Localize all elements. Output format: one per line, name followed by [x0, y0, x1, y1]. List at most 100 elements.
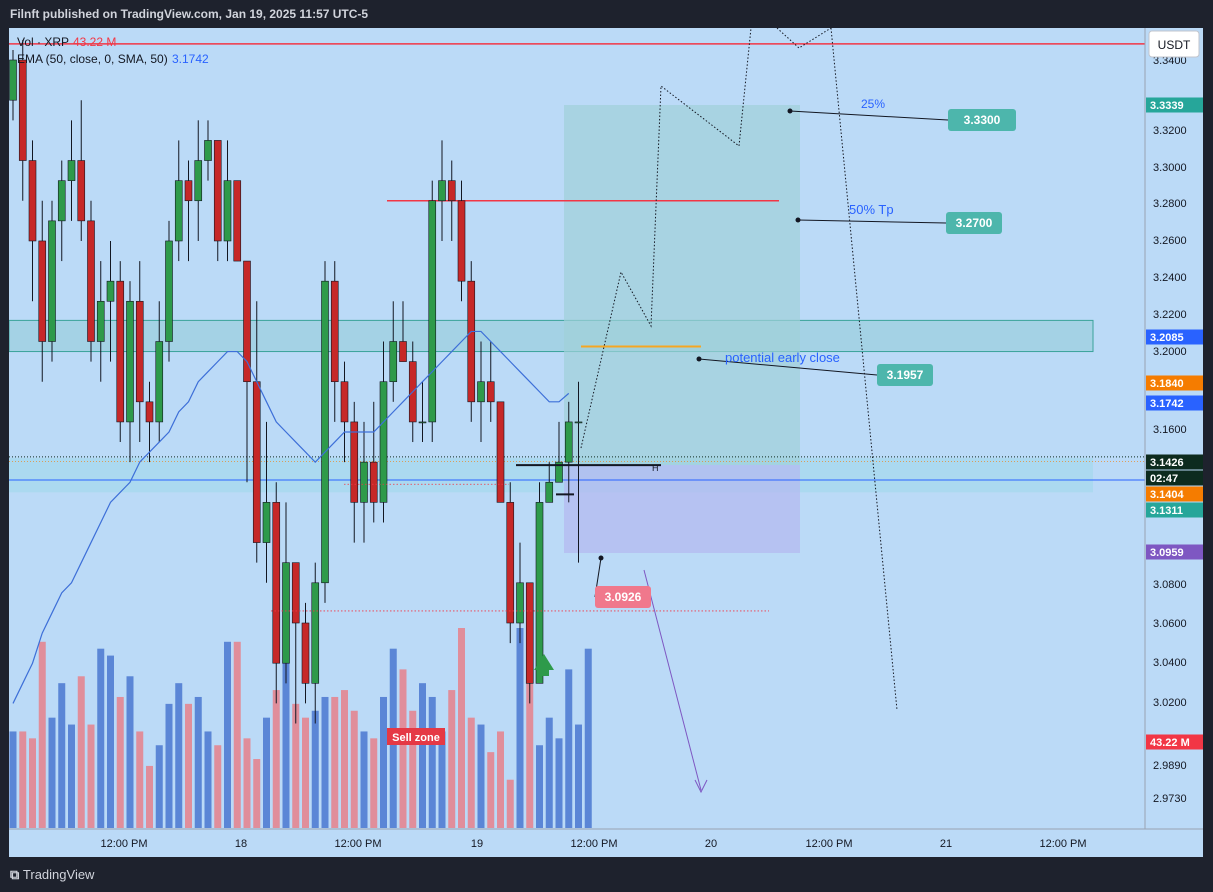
candle-body: [545, 481, 554, 503]
volume-bar: [311, 710, 319, 828]
price-chart-svg[interactable]: 3.3300 3.2700 3.1957 3.0926 25% 50% Tp potenti…: [8, 27, 1203, 857]
zone-box-0[interactable]: [8, 319, 1094, 353]
y-tick-label: 3.0200: [1153, 697, 1187, 709]
candle-body: [155, 341, 164, 423]
volume-bar: [253, 759, 261, 828]
volume-bars-layer: [9, 628, 592, 828]
long-target-box[interactable]: [564, 105, 800, 465]
volume-bar: [565, 669, 573, 828]
horizontal-lines-layer: [9, 43, 1145, 481]
candle-body: [516, 582, 524, 624]
price-label-text: 02:47: [1150, 473, 1178, 485]
volume-bar: [38, 641, 46, 828]
y-tick-label: 3.2800: [1153, 198, 1187, 210]
annotation-text: 25%: [861, 97, 885, 111]
price-label-text: 3.1426: [1150, 457, 1184, 469]
price-label-text: 3.2085: [1150, 332, 1184, 344]
volume-bar: [116, 696, 124, 828]
candle-body: [389, 341, 398, 383]
callout-box[interactable]: [946, 212, 1002, 234]
callout-anchor: [787, 108, 793, 114]
x-tick-label: 12:00 PM: [100, 838, 147, 850]
time-axis[interactable]: 12:00 PM 18 12:00 PM 19 12:00 PM 20 12:00 PM 21…: [9, 828, 1203, 850]
y-tick-label: 3.0800: [1153, 579, 1187, 591]
long-stop-box[interactable]: [564, 465, 800, 553]
price-label-box: [1146, 502, 1203, 518]
volume-bar: [370, 738, 378, 828]
volume-bar: [399, 669, 407, 828]
price-label-box: [1146, 375, 1203, 391]
drawings-layer: 3.3300 3.2700 3.1957 3.0926 25% 50% Tp potenti…: [271, 27, 1016, 794]
candle-body: [126, 300, 134, 423]
y-tick-label: 2.9730: [1153, 793, 1187, 805]
volume-bar: [48, 717, 56, 828]
callout-anchor: [598, 555, 604, 561]
candle-body: [486, 381, 495, 403]
down-arrow-purple: [643, 569, 702, 791]
volume-bar: [584, 648, 592, 828]
currency-button-label[interactable]: USDT: [1158, 38, 1191, 52]
candle-body: [135, 300, 144, 403]
callout-connector: [789, 110, 949, 121]
price-label-box: [1146, 395, 1203, 411]
volume-bar: [282, 628, 290, 828]
down-arrow-head: [694, 779, 708, 794]
candle-body: [174, 180, 183, 242]
price-label-text: 3.1404: [1150, 489, 1185, 501]
candle-body: [38, 240, 47, 342]
sell-zone-badge: [387, 728, 445, 745]
price-axis[interactable]: 3.3400 3.3200 3.3000 3.2800 3.2600 3.2400 3.22…: [1144, 28, 1187, 829]
volume-bar: [438, 731, 446, 828]
callout-connector: [698, 358, 878, 376]
candle-body: [447, 180, 456, 202]
projection-path-2[interactable]: [776, 27, 832, 49]
candle-body: [369, 461, 378, 503]
candle-body: [574, 421, 583, 424]
volume-bar: [136, 731, 144, 828]
candle-body: [311, 582, 320, 684]
legend-ema-label: EMA (50, close, 0, SMA, 50): [17, 52, 168, 66]
volume-bar: [419, 683, 426, 828]
publisher-text: Filnft published on TradingView.com, Jan…: [10, 7, 369, 21]
y-tick-label: 3.0400: [1153, 657, 1187, 669]
candle-body: [535, 502, 544, 684]
callout-box[interactable]: [948, 109, 1016, 131]
annotation-text: potential early close: [725, 350, 840, 365]
candle-body: [116, 280, 125, 423]
volume-bar: [29, 738, 36, 828]
footer-bar: ⧉ TradingView: [0, 857, 1213, 892]
volume-bar: [302, 717, 309, 828]
volume-bar: [428, 696, 436, 828]
candle-body: [194, 160, 203, 202]
candle-body: [262, 502, 271, 543]
volume-bar: [380, 696, 387, 828]
volume-bar: [185, 703, 192, 828]
candles-layer: [9, 39, 583, 724]
volume-bar: [575, 724, 582, 828]
callout-box[interactable]: [595, 586, 651, 608]
candle-body: [291, 562, 300, 624]
sell-zone-label: Sell zone: [392, 732, 440, 744]
price-label-text: 3.3339: [1150, 100, 1184, 112]
price-label-text: 3.0959: [1150, 547, 1184, 559]
candle-body: [67, 160, 76, 181]
volume-bar: [165, 703, 173, 828]
candle-body: [57, 180, 66, 222]
price-label-box: [1146, 97, 1203, 113]
annotation-text: H: [652, 463, 659, 473]
callout-anchor: [795, 217, 801, 223]
projection-down-path[interactable]: [830, 27, 898, 711]
volume-bar: [292, 703, 300, 828]
candle-body: [321, 280, 329, 584]
tradingview-logo[interactable]: ⧉ TradingView: [10, 857, 94, 892]
y-tick-label: 3.2400: [1153, 272, 1187, 284]
legend-vol-label: Vol · XRP: [17, 35, 69, 49]
chart-area[interactable]: 3.3300 3.2700 3.1957 3.0926 25% 50% Tp potenti…: [8, 27, 1203, 857]
callout-box[interactable]: [877, 364, 933, 386]
candle-body: [165, 240, 173, 342]
price-label-text: 43.22 M: [1150, 737, 1190, 749]
volume-bar: [194, 696, 202, 828]
x-tick-label: 12:00 PM: [805, 838, 852, 850]
ema-line: [12, 330, 570, 704]
currency-button[interactable]: USDT: [1148, 30, 1200, 58]
